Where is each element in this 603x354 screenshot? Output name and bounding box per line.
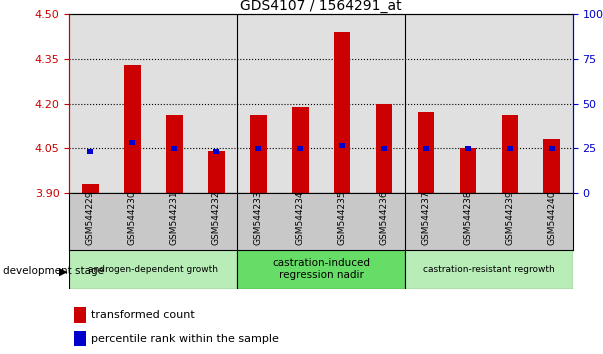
Text: ▶: ▶ <box>59 266 68 276</box>
Bar <box>208 151 224 193</box>
Text: development stage: development stage <box>3 266 104 276</box>
Bar <box>423 145 429 151</box>
Bar <box>418 113 434 193</box>
Title: GDS4107 / 1564291_at: GDS4107 / 1564291_at <box>240 0 402 13</box>
Bar <box>87 149 93 154</box>
Bar <box>124 65 140 193</box>
Bar <box>507 145 513 151</box>
Bar <box>292 107 309 193</box>
FancyBboxPatch shape <box>237 250 405 289</box>
Bar <box>166 115 183 193</box>
Bar <box>376 104 393 193</box>
Bar <box>381 145 387 151</box>
Bar <box>213 149 219 154</box>
Bar <box>129 139 136 145</box>
FancyBboxPatch shape <box>405 250 573 289</box>
Text: transformed count: transformed count <box>90 310 194 320</box>
Text: percentile rank within the sample: percentile rank within the sample <box>90 333 279 344</box>
Bar <box>502 115 519 193</box>
Text: androgen-dependent growth: androgen-dependent growth <box>88 264 218 274</box>
Bar <box>543 139 560 193</box>
Bar <box>250 115 267 193</box>
Bar <box>459 148 476 193</box>
Bar <box>255 145 261 151</box>
Bar <box>297 145 303 151</box>
Bar <box>74 307 86 323</box>
Bar <box>549 145 555 151</box>
Bar <box>333 32 350 193</box>
Text: castration-induced
regression nadir: castration-induced regression nadir <box>272 258 370 280</box>
Bar <box>465 145 471 151</box>
Bar <box>82 184 99 193</box>
Text: castration-resistant regrowth: castration-resistant regrowth <box>423 264 555 274</box>
FancyBboxPatch shape <box>69 250 237 289</box>
Bar <box>171 145 177 151</box>
Bar <box>339 143 346 148</box>
Bar <box>74 331 86 347</box>
